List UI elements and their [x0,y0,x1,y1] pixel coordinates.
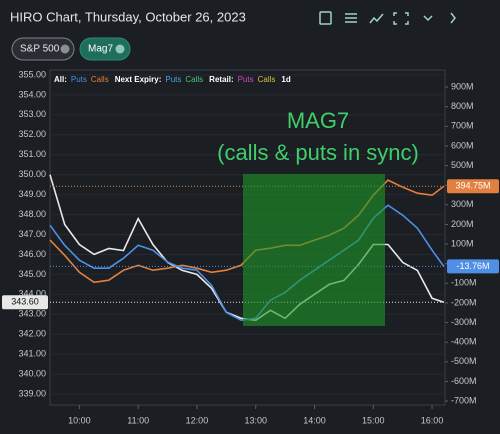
y-tick-label: 353.00 [18,109,46,119]
last-value-box [447,259,499,274]
y-tick-label: 348.00 [18,209,46,219]
y2-tick-label: -500M [451,356,477,366]
legend-item: Calls [258,75,276,84]
x-tick-label: 15:00 [362,415,385,425]
y-tick-label: 352.00 [18,129,46,139]
y2-tick-label: -400M [451,337,477,347]
y-tick-label: 349.00 [18,189,46,199]
toolbar [319,11,456,25]
last-value-label: 394.75M [455,181,490,191]
last-value-box [2,295,48,310]
x-tick-label: 13:00 [244,415,267,425]
legend-item: Calls [185,75,203,84]
annotation: (calls & puts in sync) [217,140,419,165]
y-tick-label: 355.00 [18,69,46,79]
y2-tick-label: -100M [451,278,477,288]
y-tick-label: 354.00 [18,89,46,99]
icon-table[interactable] [319,11,332,25]
x-tick-label: 14:00 [303,415,326,425]
y2-tick-label: 700M [451,121,474,131]
x-tick-label: 12:00 [186,415,209,425]
y-tick-label: 351.00 [18,149,46,159]
y2-tick-label: 500M [451,160,474,170]
x-tick-label: 11:00 [127,415,149,425]
y-tick-label: 339.00 [18,388,46,398]
y2-tick-label: -700M [451,395,477,405]
x-tick-label: 16:00 [421,415,444,425]
y-tick-label: 343.00 [18,309,46,319]
icon-next[interactable] [450,12,456,24]
highlight-box [243,174,385,326]
legend-item: Calls [91,75,109,84]
chip-label[interactable]: S&P 500 [20,44,60,55]
last-value-box [447,179,499,194]
legend-label: All: [54,75,67,84]
y-tick-label: 344.00 [18,289,46,299]
y-tick-label: 347.00 [18,229,46,239]
y2-tick-label: -200M [451,297,477,307]
y2-tick-label: 300M [451,199,474,209]
chip[interactable] [11,37,75,61]
chip-close[interactable] [115,44,125,54]
y-tick-label: 345.00 [18,269,46,279]
icon-settings[interactable] [345,13,357,23]
legend-item: Puts [238,75,254,84]
chart-title: HIRO Chart, Thursday, October 26, 2023 [10,9,246,24]
y2-tick-label: -300M [451,317,477,327]
x-tick-label: 10:00 [68,415,91,425]
legend-label: Next Expiry: [115,75,162,84]
y2-tick-label: -600M [451,376,477,386]
icon-chart[interactable] [369,13,384,24]
y2-tick-label: 800M [451,101,474,111]
last-value-label: -13.76M [456,261,489,271]
legend-item: Puts [71,75,87,84]
y-tick-label: 346.00 [18,249,46,259]
y-tick-label: 341.00 [18,349,46,359]
icon-expand[interactable] [393,12,409,25]
y2-tick-label: 600M [451,140,474,150]
y2-tick-label: 100M [451,238,474,248]
annotation: MAG7 [287,108,349,133]
legend-item: Puts [165,75,181,84]
y2-tick-label: 900M [451,81,474,91]
icon-dropdown[interactable] [423,15,433,22]
plot-area [49,69,446,406]
plot: 339.00 340.00 341.00 342.00 343.00 344.00 345.… [2,69,499,425]
last-value-label: 343.60 [11,297,39,307]
y-tick-label: 350.00 [18,169,46,179]
chip-close[interactable] [60,44,70,54]
legend-label: 1d [281,75,290,84]
chip-label[interactable]: Mag7 [88,44,113,55]
chip-active[interactable] [79,37,131,61]
y-tick-label: 340.00 [18,368,46,378]
y-tick-label: 342.00 [18,329,46,339]
legend-label: Retail: [209,75,233,84]
y2-tick-label: 200M [451,219,474,229]
